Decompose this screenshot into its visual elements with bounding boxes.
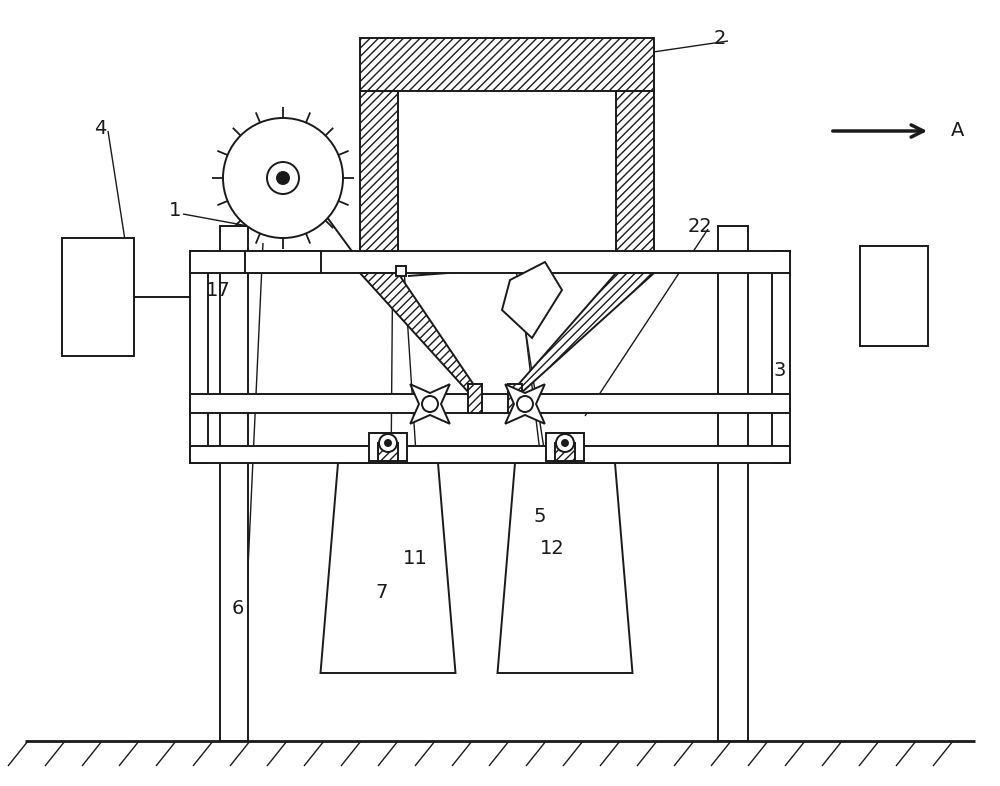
Circle shape [223,118,343,238]
Bar [396,266,406,276]
Bar [245,251,321,273]
Text: 17: 17 [206,281,230,299]
Text: 6: 6 [232,598,244,618]
Polygon shape [410,384,450,424]
Bar [360,38,654,91]
Polygon shape [510,273,654,394]
Circle shape [562,440,568,446]
Text: 4: 4 [94,119,106,138]
Bar [62,238,134,356]
Bar [190,251,790,273]
Text: 3: 3 [774,362,786,380]
Bar [190,394,790,413]
Polygon shape [505,384,545,424]
Circle shape [379,434,397,452]
Circle shape [517,396,533,412]
Bar [718,226,748,741]
Bar [378,443,398,461]
Text: 5: 5 [534,506,546,526]
Text: 7: 7 [376,583,388,603]
Polygon shape [320,463,456,673]
Bar [508,384,522,413]
Bar [772,251,790,463]
Circle shape [385,440,391,446]
Text: 22: 22 [688,216,712,236]
Bar [360,91,398,251]
Text: 12: 12 [540,538,564,557]
Text: 2: 2 [714,28,726,47]
Bar [860,246,928,346]
Bar [616,91,654,251]
Bar [190,446,790,463]
Bar [468,384,482,413]
Text: 1: 1 [169,201,181,221]
Text: 11: 11 [403,549,427,568]
Circle shape [267,162,299,194]
Bar [190,251,208,463]
Polygon shape [360,273,480,394]
Polygon shape [502,262,562,338]
Polygon shape [498,463,633,673]
Text: A: A [951,122,965,141]
Circle shape [277,172,289,184]
Bar [546,433,584,461]
Bar [220,226,248,741]
Circle shape [556,434,574,452]
Bar [369,433,407,461]
Bar [555,443,575,461]
Circle shape [422,396,438,412]
